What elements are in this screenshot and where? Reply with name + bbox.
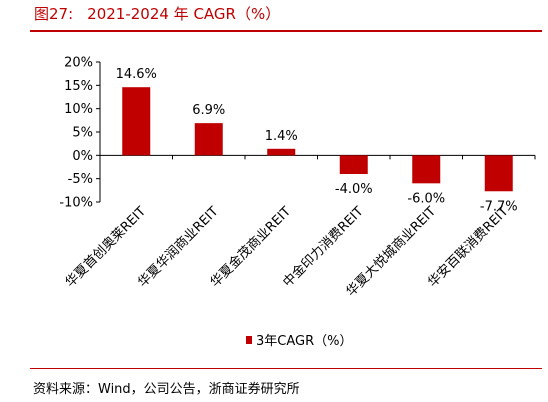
legend-swatch — [246, 336, 252, 344]
category-label: 中金印力消费REIT — [280, 203, 367, 290]
bar — [412, 155, 441, 184]
y-tick-label: 15% — [64, 79, 93, 94]
legend: 3年CAGR（%） — [246, 334, 352, 349]
figure-number: 图27: — [34, 5, 74, 23]
data-label: 14.6% — [116, 67, 157, 82]
legend-label: 3年CAGR（%） — [256, 334, 352, 349]
source-rule — [30, 368, 542, 369]
y-tick-label: 0% — [72, 149, 93, 164]
bar — [484, 155, 513, 192]
bar — [122, 87, 151, 156]
data-label: 6.9% — [192, 103, 225, 118]
data-label: -7.7% — [480, 199, 518, 214]
bar-layer — [122, 87, 513, 192]
data-label: -6.0% — [407, 191, 445, 206]
source-note: 资料来源：Wind，公司公告，浙商证券研究所 — [33, 382, 300, 397]
y-tick-label: -10% — [59, 196, 93, 211]
data-label: -4.0% — [335, 182, 373, 197]
bar — [194, 123, 223, 156]
axis-layer: 20% 15% 10% 5% 0% -5% -10% — [59, 56, 536, 211]
data-label-layer: 14.6% 6.9% 1.4% -4.0% -6.0% -7.7% — [116, 67, 518, 214]
bar — [267, 148, 296, 156]
category-label: 华夏华润商业REIT — [135, 204, 221, 290]
y-tick-label: 5% — [72, 126, 93, 141]
category-label: 华夏金茂商业REIT — [207, 203, 294, 290]
title-rule — [30, 30, 542, 32]
y-tick-label: 20% — [64, 56, 93, 71]
category-label-layer: 华夏首创奥莱REIT华夏华润商业REIT华夏金茂商业REIT中金印力消费REIT… — [63, 203, 512, 299]
bar — [339, 155, 368, 174]
data-label: 1.4% — [265, 129, 298, 144]
figure-title-text: 2021-2024 年 CAGR（%） — [87, 5, 281, 23]
figure-title: 图27: 2021-2024 年 CAGR（%） — [34, 3, 280, 24]
y-tick-label: 10% — [64, 102, 93, 117]
category-label: 华夏首创奥莱REIT — [63, 204, 149, 290]
category-label: 华安百联消费REIT — [425, 204, 511, 290]
y-tick-label: -5% — [68, 172, 93, 187]
